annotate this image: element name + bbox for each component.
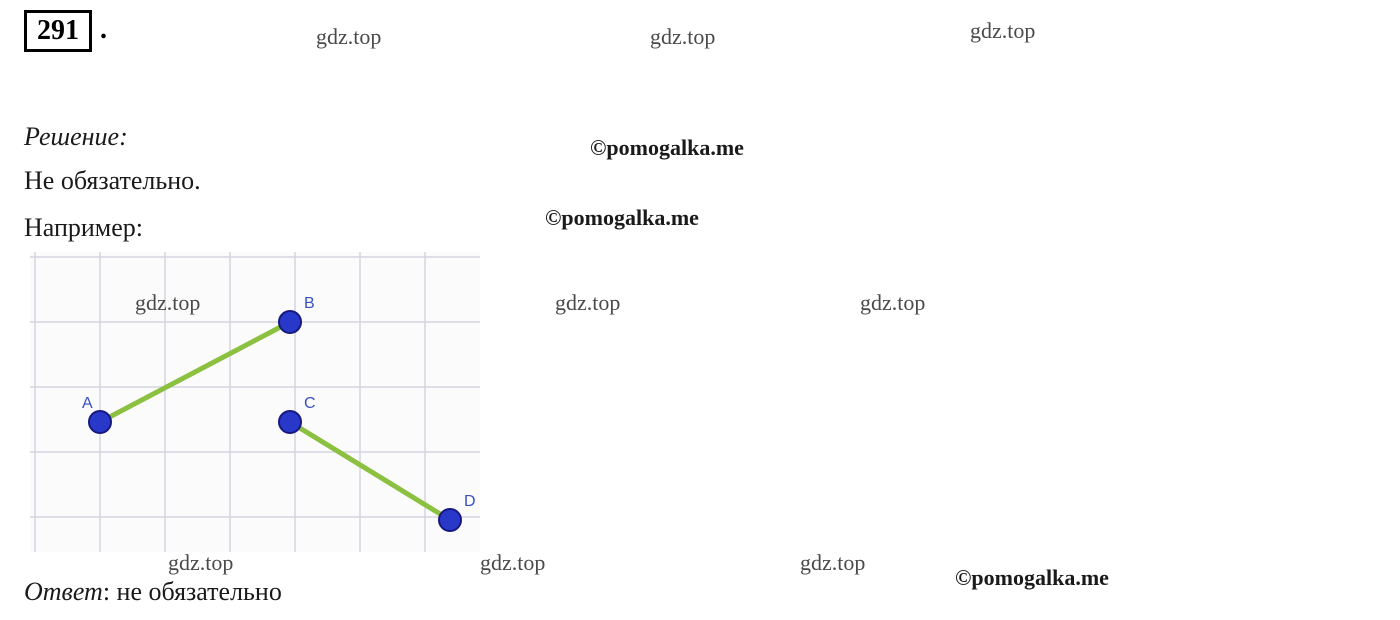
watermark-pomogalka: ©pomogalka.me <box>545 205 699 231</box>
svg-text:D: D <box>464 493 476 510</box>
answer-label: Ответ <box>24 577 103 606</box>
watermark-gdz: gdz.top <box>480 550 545 576</box>
solution-text-2: Например: <box>24 213 143 243</box>
solution-label: Решение: <box>24 122 128 152</box>
watermark-gdz: gdz.top <box>135 290 200 316</box>
watermark-gdz: gdz.top <box>970 18 1035 44</box>
watermark-gdz: gdz.top <box>800 550 865 576</box>
geometry-diagram: A B C D <box>30 252 480 552</box>
svg-text:C: C <box>304 395 316 412</box>
watermark-gdz: gdz.top <box>555 290 620 316</box>
diagram-svg: A B C D <box>30 252 480 552</box>
watermark-gdz: gdz.top <box>860 290 925 316</box>
watermark-gdz: gdz.top <box>650 24 715 50</box>
watermark-pomogalka: ©pomogalka.me <box>955 565 1109 591</box>
problem-number: 291 <box>37 15 79 46</box>
svg-text:A: A <box>82 395 93 412</box>
problem-number-dot: . <box>100 14 107 46</box>
watermark-gdz: gdz.top <box>168 550 233 576</box>
svg-text:B: B <box>304 295 315 312</box>
answer-text: : не обязательно <box>103 577 282 606</box>
solution-text-1: Не обязательно. <box>24 166 201 196</box>
watermark-gdz: gdz.top <box>316 24 381 50</box>
answer-row: Ответ: не обязательно <box>24 577 282 607</box>
watermark-pomogalka: ©pomogalka.me <box>590 135 744 161</box>
problem-number-box: 291 <box>24 10 92 52</box>
